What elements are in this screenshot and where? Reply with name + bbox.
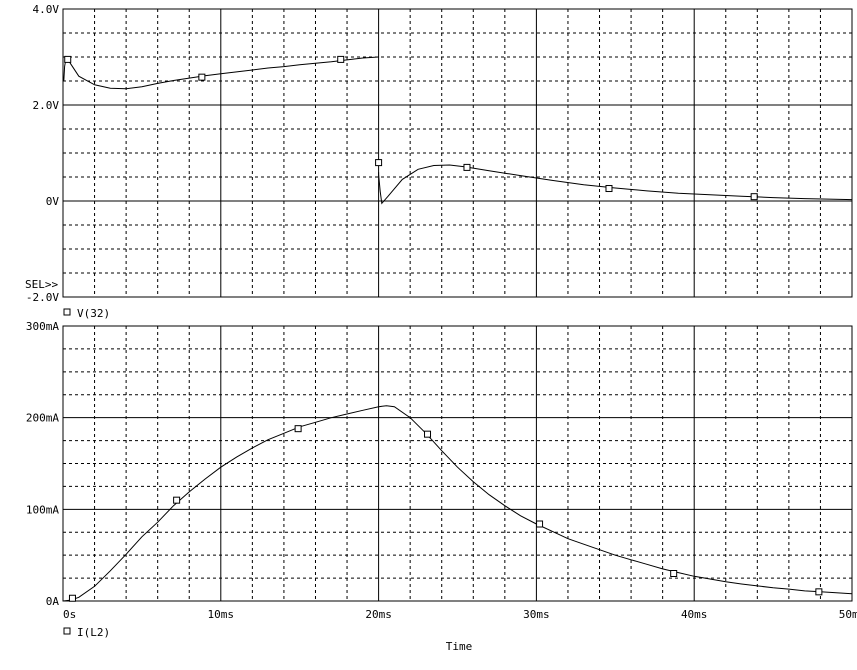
bottom-legend-marker — [63, 627, 71, 635]
x-tick-label: 30ms — [523, 608, 550, 621]
top-series-marker — [198, 73, 206, 81]
bottom-y-tick-label: 300mA — [26, 320, 59, 333]
x-tick-label: 0s — [63, 608, 76, 621]
bottom-series-line — [62, 405, 853, 602]
top-series-line — [63, 55, 379, 90]
top-legend-marker — [63, 308, 71, 316]
top-y-tick-label: 0V — [46, 195, 60, 208]
top-plot-grid — [62, 8, 853, 298]
top-legend-label: V(32) — [77, 307, 110, 320]
x-tick-label: 50ms — [839, 608, 857, 621]
bottom-legend: I(L2) — [63, 626, 110, 639]
top-plot-axis: 4.0V 2.0V 0V -2.0V — [26, 3, 59, 304]
top-y-tick-label: -2.0V — [26, 291, 59, 304]
selection-indicator: SEL>> — [25, 278, 58, 291]
top-series-marker — [605, 185, 613, 193]
bottom-plot-series — [62, 405, 853, 602]
top-y-tick-label: 4.0V — [33, 3, 60, 16]
bottom-series-marker — [68, 594, 76, 602]
top-series-marker — [463, 163, 471, 171]
top-plot-frame — [62, 8, 853, 298]
top-legend: V(32) — [63, 307, 110, 320]
x-tick-label: 10ms — [208, 608, 235, 621]
bottom-series-marker — [173, 496, 181, 504]
top-series-line — [378, 164, 853, 205]
bottom-series-marker — [815, 588, 823, 596]
bottom-y-tick-label: 100mA — [26, 503, 59, 516]
x-axis-title: Time — [446, 640, 473, 653]
bottom-series-marker — [294, 425, 302, 433]
bottom-plot-frame — [62, 325, 853, 602]
top-series-marker — [337, 55, 345, 63]
top-y-tick-label: 2.0V — [33, 99, 60, 112]
x-tick-label: 40ms — [681, 608, 708, 621]
bottom-series-marker — [536, 520, 544, 528]
bottom-plot-grid — [62, 325, 853, 602]
bottom-y-tick-label: 0A — [46, 595, 60, 608]
top-series-marker — [375, 159, 383, 167]
top-series-marker — [64, 55, 72, 63]
bottom-series-marker — [670, 570, 678, 577]
bottom-y-tick-label: 200mA — [26, 412, 59, 425]
top-plot-series — [63, 55, 853, 205]
top-series-marker — [750, 193, 758, 201]
bottom-series-marker — [424, 430, 432, 438]
x-tick-label: 20ms — [365, 608, 392, 621]
bottom-legend-label: I(L2) — [77, 626, 110, 639]
